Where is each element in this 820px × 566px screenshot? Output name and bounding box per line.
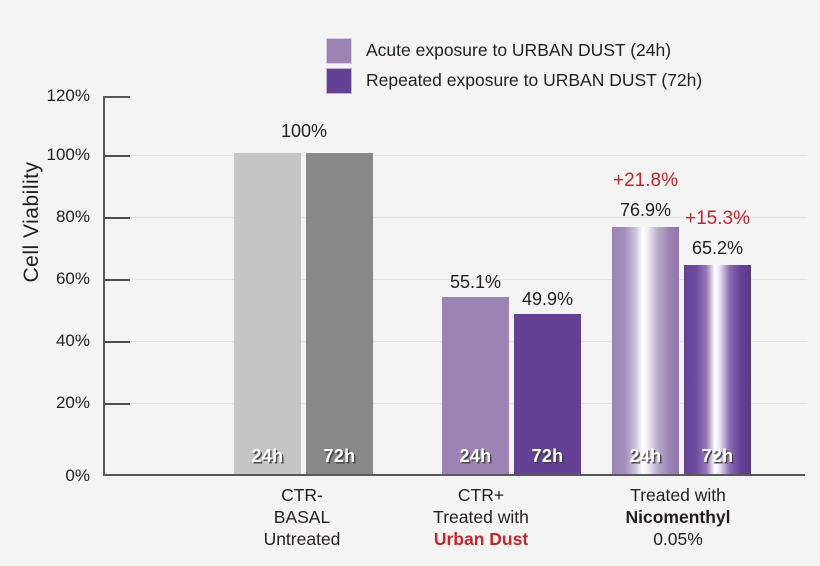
bar-inline-label-ctr-plus-24h: 24h xyxy=(459,446,492,466)
value-label-ctr-plus-72h: 49.9% xyxy=(521,289,574,309)
chart-legend: Acute exposure to URBAN DUST (24h) Repea… xyxy=(326,36,702,96)
y-tick-label-100: 100% xyxy=(46,145,90,164)
y-tick-120 xyxy=(104,96,130,98)
bar-ctr-plus-72h[interactable]: 72h xyxy=(514,314,581,474)
category-line-highlight: Urban Dust xyxy=(433,529,529,550)
value-label-nicomenthyl-72h: 65.2% xyxy=(691,238,744,258)
legend-label-repeated: Repeated exposure to URBAN DUST (72h) xyxy=(366,70,703,91)
value-label-ctr-basal: 100% xyxy=(280,121,328,141)
delta-label-nicomenthyl-72h: +15.3% xyxy=(685,208,750,229)
category-label-ctr-basal: CTR- BASAL Untreated xyxy=(202,484,402,551)
y-tick-label-80: 80% xyxy=(55,207,90,226)
category-line: Treated with xyxy=(433,507,529,528)
plot-area: 24h 72h 100% 24h 72h 55.1% 49.9% 24h 72h… xyxy=(103,96,807,476)
y-tick-label-0: 0% xyxy=(65,466,90,485)
category-line: Treated with xyxy=(630,485,726,505)
y-tick-40 xyxy=(104,341,130,343)
y-tick-label-20: 20% xyxy=(55,393,90,412)
y-tick-20 xyxy=(104,403,130,405)
delta-label-nicomenthyl-24h: +21.8% xyxy=(613,170,678,191)
category-line: CTR- xyxy=(281,485,323,505)
bar-inline-label-ctr-basal-72h: 72h xyxy=(323,446,356,466)
value-label-nicomenthyl-24h: 76.9% xyxy=(619,200,672,220)
category-line: Untreated xyxy=(263,529,341,550)
category-label-ctr-plus: CTR+ Treated with Urban Dust xyxy=(381,484,581,551)
legend-swatch-icon-repeated xyxy=(326,68,352,94)
y-axis-tick-labels: 120% 100% 80% 60% 40% 20% 0% xyxy=(20,86,90,485)
y-tick-80 xyxy=(104,217,130,219)
bar-ctr-plus-24h[interactable]: 24h xyxy=(442,297,509,474)
bar-inline-label-ctr-plus-72h: 72h xyxy=(531,446,564,466)
gridline-100 xyxy=(105,155,807,156)
legend-item-acute: Acute exposure to URBAN DUST (24h) xyxy=(326,36,702,66)
category-line-emphasis: Nicomenthyl xyxy=(625,507,731,528)
y-tick-label-40: 40% xyxy=(55,331,90,350)
bar-ctr-basal-72h[interactable]: 72h xyxy=(306,153,373,474)
gridline-60 xyxy=(105,279,807,280)
legend-item-repeated: Repeated exposure to URBAN DUST (72h) xyxy=(326,66,702,96)
bar-nicomenthyl-24h[interactable]: 24h xyxy=(612,227,679,474)
bar-inline-label-ctr-basal-24h: 24h xyxy=(251,446,284,466)
category-line: BASAL xyxy=(273,507,331,528)
y-tick-label-120: 120% xyxy=(46,86,90,105)
bar-inline-label-nicomenthyl-24h: 24h xyxy=(629,446,662,466)
bar-inline-label-nicomenthyl-72h: 72h xyxy=(701,446,734,466)
value-label-ctr-plus-24h: 55.1% xyxy=(449,272,502,292)
category-line: CTR+ xyxy=(457,485,505,505)
y-tick-100 xyxy=(104,155,130,157)
gridline-80 xyxy=(105,217,807,218)
category-line: 0.05% xyxy=(653,529,703,550)
legend-label-acute: Acute exposure to URBAN DUST (24h) xyxy=(366,40,672,61)
bar-nicomenthyl-72h[interactable]: 72h xyxy=(684,265,751,474)
bar-ctr-basal-24h[interactable]: 24h xyxy=(234,153,301,474)
y-tick-label-60: 60% xyxy=(55,269,90,288)
category-label-nicomenthyl: Treated with Nicomenthyl 0.05% xyxy=(578,484,778,551)
y-tick-60 xyxy=(104,279,130,281)
legend-swatch-icon-acute xyxy=(326,38,352,64)
